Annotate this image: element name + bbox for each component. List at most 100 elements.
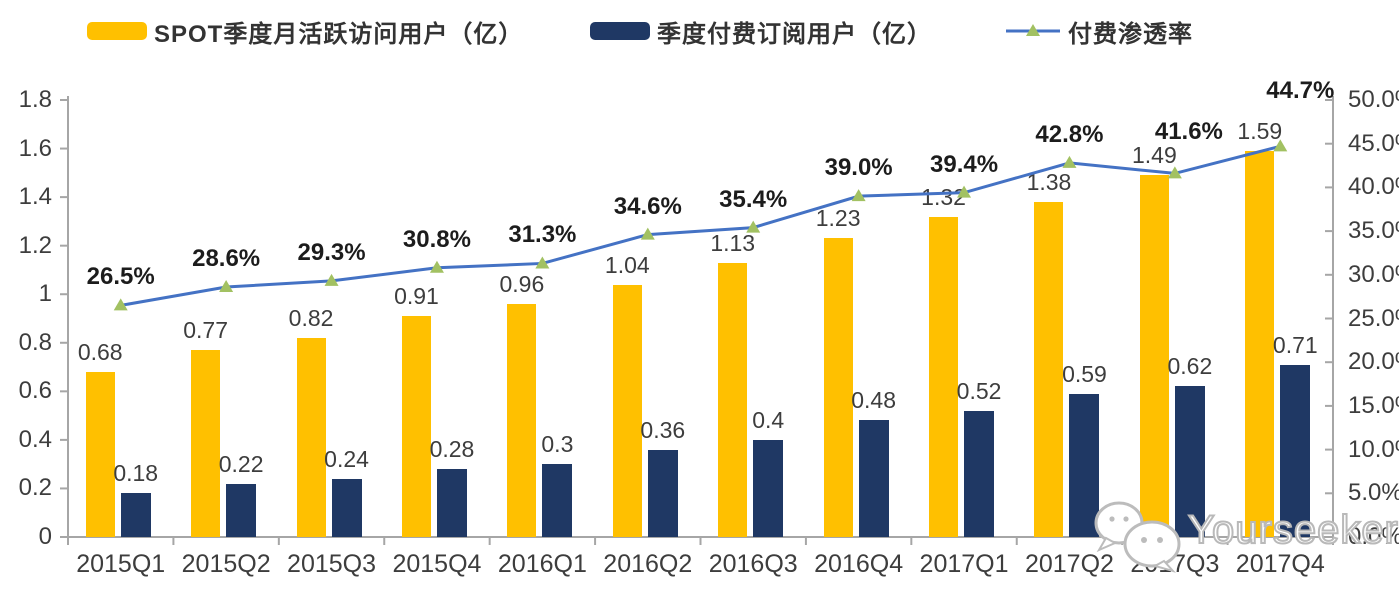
mau-value-label: 0.91 [394, 283, 439, 310]
penetration-point-label: 35.4% [719, 185, 788, 213]
penetration-legend-marker [1006, 24, 1060, 36]
left-axis-tick-label: 0.2 [18, 474, 52, 502]
subs-bar [858, 420, 889, 537]
triangle-marker [746, 220, 761, 233]
subs-value-label: 0.36 [640, 416, 686, 443]
subs-value-label: 0.4 [752, 406, 785, 433]
subs-bar [964, 410, 995, 537]
subs-bar [120, 493, 151, 537]
subs-bar [226, 483, 257, 537]
mau-value-label: 1.49 [1131, 142, 1177, 169]
mau-value-label: 0.96 [499, 270, 545, 297]
subs-value-label: 0.24 [324, 445, 369, 472]
mau-legend-label: SPOT季度月活跃访问用户（亿） [154, 20, 524, 48]
mau-legend-swatch [87, 22, 147, 40]
x-axis-label: 2015Q1 [76, 550, 166, 578]
subs-value-label: 0.48 [851, 387, 897, 414]
x-axis-label: 2015Q4 [392, 550, 482, 578]
triangle-marker [219, 280, 234, 293]
right-axis-tick-label: 30.0% [1348, 260, 1399, 288]
triangle-marker [429, 260, 444, 273]
x-axis-label: 2017Q4 [1235, 550, 1325, 578]
subs-value-label: 0.28 [429, 436, 475, 463]
subs-bar [542, 464, 573, 537]
subs-value-label: 0.52 [956, 377, 1002, 404]
triangle-marker [1273, 139, 1288, 152]
subs-bar [331, 478, 362, 537]
triangle-marker [324, 273, 339, 286]
left-axis-tick-label: 0.4 [18, 425, 52, 453]
legend-item-mau: SPOT季度月活跃访问用户（亿） [87, 17, 523, 48]
mau-bar [507, 303, 537, 537]
mau-bar [401, 316, 431, 537]
triangle-marker [1062, 155, 1077, 168]
mau-bar [1245, 150, 1275, 537]
subs-value-label: 0.18 [113, 460, 159, 487]
right-axis-tick-label: 40.0% [1348, 173, 1399, 201]
left-axis-tick-label: 1.4 [18, 183, 52, 211]
mau-bar [85, 371, 115, 537]
penetration-legend-label: 付费渗透率 [1068, 20, 1193, 48]
penetration-point-label: 39.4% [930, 150, 999, 178]
mau-bar [1139, 175, 1169, 537]
mau-value-label: 0.68 [77, 338, 123, 365]
left-axis-tick-label: 1 [38, 280, 52, 308]
right-axis-tick-label: 25.0% [1348, 304, 1399, 332]
mau-bar [191, 350, 221, 537]
triangle-marker [851, 189, 866, 202]
penetration-point-label: 31.3% [508, 221, 577, 249]
subs-value-label: 0.22 [218, 450, 264, 477]
x-axis-label: 2016Q2 [603, 550, 693, 578]
left-axis-tick-label: 1.2 [18, 231, 52, 259]
right-axis-tick-label: 35.0% [1348, 217, 1399, 245]
penetration-line [120, 144, 1281, 307]
mau-bar [718, 262, 748, 537]
penetration-point-label: 34.6% [613, 192, 682, 220]
subs-bar [647, 449, 678, 537]
subs-bar [1174, 386, 1205, 537]
mau-bar [929, 216, 959, 537]
subs-bar [1280, 364, 1311, 537]
x-axis-label: 2017Q1 [919, 550, 1009, 578]
triangle-marker [1167, 166, 1182, 179]
triangle-marker [535, 256, 550, 269]
penetration-point-label: 28.6% [192, 245, 261, 273]
triangle-marker [957, 185, 972, 198]
left-axis-tick-label: 0.8 [18, 328, 52, 356]
penetration-point-label: 41.6% [1154, 118, 1223, 146]
mau-value-label: 1.04 [604, 251, 650, 278]
subs-bar [436, 469, 467, 537]
penetration-point-label: 42.8% [1035, 120, 1104, 148]
x-axis-label: 2016Q1 [497, 550, 587, 578]
subscribers-legend-swatch [590, 22, 650, 40]
penetration-point-label: 44.7% [1266, 77, 1335, 105]
subs-value-label: 0.71 [1272, 331, 1318, 358]
x-axis-label: 2015Q3 [287, 550, 377, 578]
penetration-point-label: 30.8% [402, 225, 471, 253]
mau-value-label: 1.13 [710, 229, 756, 256]
penetration-point-label: 39.0% [824, 154, 893, 182]
subs-bar [753, 439, 784, 537]
right-axis-tick-label: 10.0% [1348, 435, 1399, 463]
mau-value-label: 0.82 [288, 304, 334, 331]
triangle-marker [113, 298, 128, 311]
x-axis-label: 2016Q3 [708, 550, 798, 578]
subs-value-label: 0.59 [1062, 360, 1107, 387]
left-axis-tick-label: 0.6 [18, 377, 52, 405]
mau-bar [823, 238, 853, 537]
x-axis-label: 2016Q4 [814, 550, 904, 578]
x-axis-label: 2017Q2 [1024, 550, 1114, 578]
subs-value-label: 0.3 [541, 431, 574, 458]
left-axis-tick-label: 0 [38, 523, 52, 550]
triangle-marker [640, 227, 655, 240]
right-axis-tick-label: 50.0% [1348, 86, 1399, 113]
right-axis-tick-label: 45.0% [1348, 129, 1399, 157]
subs-value-label: 0.62 [1167, 353, 1213, 380]
subs-bar [1069, 393, 1100, 537]
legend-item-penetration: 付费渗透率 [1006, 17, 1193, 48]
mau-bar [612, 284, 642, 537]
mau-bar [1034, 201, 1064, 537]
